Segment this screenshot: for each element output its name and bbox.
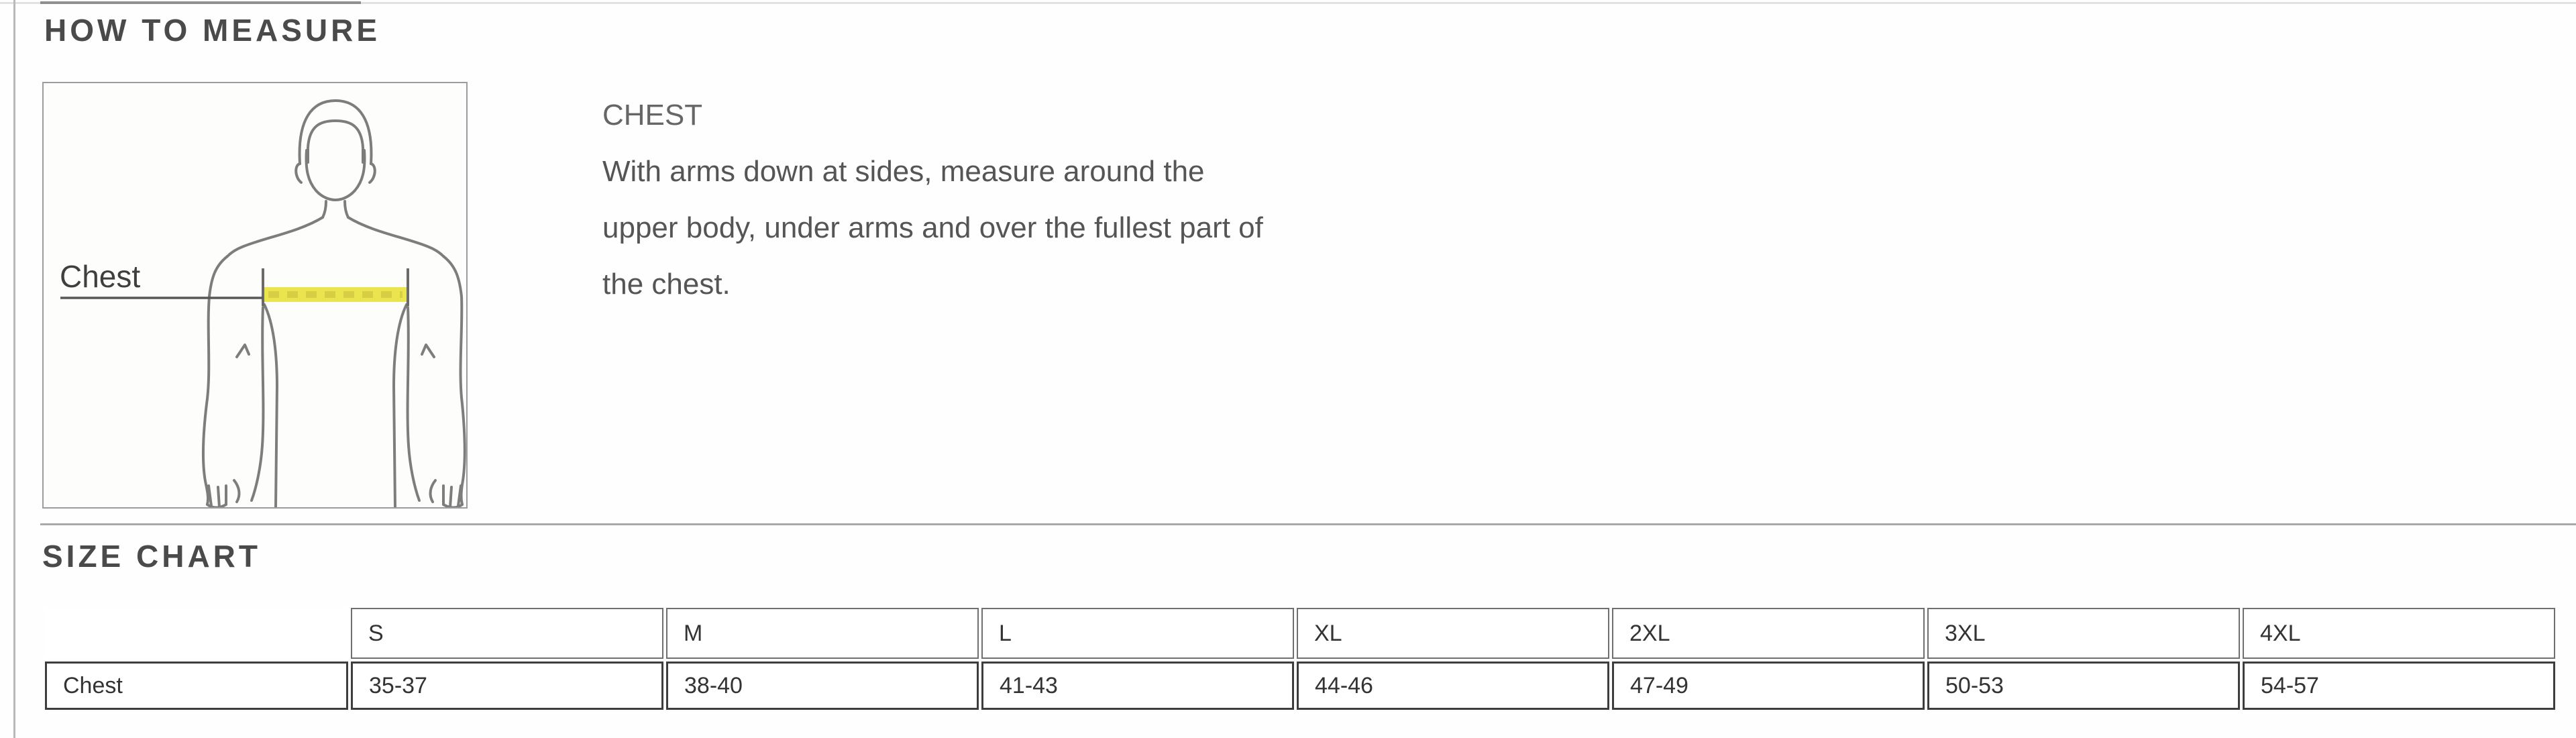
top-border-dark-segment [40, 1, 361, 4]
top-border-line [0, 2, 2576, 4]
size-chart-chest-row: Chest 35-37 38-40 41-43 44-46 47-49 50-5… [45, 662, 2555, 710]
chest-value-s: 35-37 [351, 662, 663, 710]
size-column-header-m: M [666, 608, 979, 659]
size-chart-header-row: S M L XL 2XL 3XL 4XL [45, 608, 2555, 659]
size-column-header-s: S [351, 608, 663, 659]
chest-value-2xl: 47-49 [1612, 662, 1925, 710]
figure-chest-label: Chest [60, 259, 140, 294]
torso-sketch [201, 99, 466, 507]
measurement-figure-box: Chest [42, 82, 468, 509]
measure-instructions: CHEST With arms down at sides, measure a… [602, 87, 1263, 313]
size-column-header-2xl: 2XL [1612, 608, 1925, 659]
size-column-header-l: L [981, 608, 1294, 659]
chest-value-m: 38-40 [666, 662, 979, 710]
chest-value-4xl: 54-57 [2243, 662, 2555, 710]
measure-heading: CHEST [602, 99, 703, 131]
measure-instruction-line: upper body, under arms and over the full… [602, 211, 1263, 244]
table-corner-cell [45, 608, 348, 659]
measure-instruction-line: the chest. [602, 268, 731, 301]
section-divider [40, 523, 2576, 525]
chest-value-xl: 44-46 [1297, 662, 1609, 710]
size-column-header-4xl: 4XL [2243, 608, 2555, 659]
left-border-line [13, 0, 15, 738]
body-measurement-illustration: Chest [60, 99, 466, 507]
size-chart-title: SIZE CHART [42, 539, 261, 574]
chest-value-3xl: 50-53 [1927, 662, 2240, 710]
chest-value-l: 41-43 [981, 662, 1294, 710]
size-chart-table: S M L XL 2XL 3XL 4XL Chest 35-37 38-40 4… [42, 605, 2558, 713]
measure-instruction-line: With arms down at sides, measure around … [602, 155, 1205, 188]
size-column-header-xl: XL [1297, 608, 1609, 659]
armpit-tick-marks [262, 268, 409, 306]
row-header-chest: Chest [45, 662, 348, 710]
how-to-measure-title: HOW TO MEASURE [44, 13, 381, 48]
size-column-header-3xl: 3XL [1927, 608, 2240, 659]
